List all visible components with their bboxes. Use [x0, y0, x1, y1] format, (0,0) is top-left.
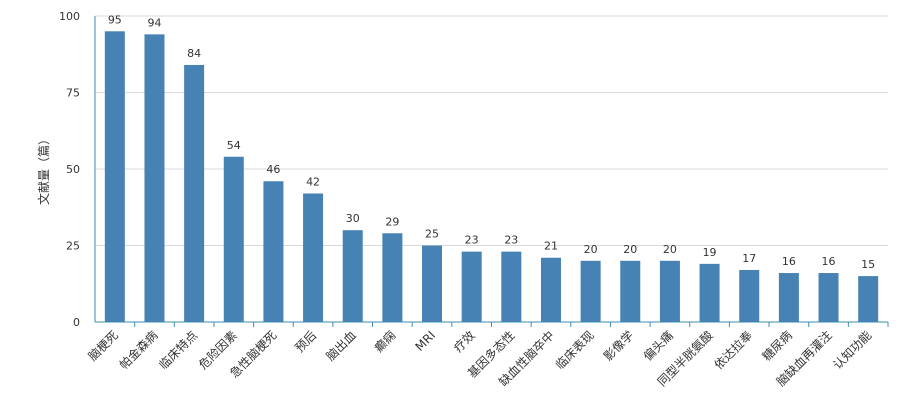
data-label: 20 [623, 243, 637, 256]
x-category-label: 脑出血 [323, 328, 358, 363]
y-tick-label: 50 [66, 163, 80, 176]
x-category-label: 糖尿病 [759, 328, 795, 364]
y-tick-label: 75 [66, 87, 80, 100]
x-category-label: 帕金森病 [116, 328, 161, 373]
data-label: 20 [663, 243, 677, 256]
x-category-label: 癫痫 [371, 328, 399, 356]
x-category-label: 临床表现 [553, 328, 597, 372]
x-category-label: 影像学 [600, 328, 636, 364]
bar[interactable] [540, 257, 561, 322]
bar[interactable] [104, 31, 125, 323]
data-label: 21 [544, 240, 558, 253]
data-label: 30 [346, 212, 360, 225]
bar[interactable] [659, 260, 680, 322]
x-category-label: 脑梗死 [85, 328, 121, 364]
y-tick-label: 0 [73, 316, 80, 329]
data-label: 20 [584, 243, 598, 256]
bar[interactable] [382, 233, 403, 322]
y-tick-label: 100 [59, 10, 80, 23]
bar[interactable] [501, 251, 522, 322]
bar[interactable] [342, 230, 363, 322]
bar[interactable] [184, 64, 205, 323]
bar[interactable] [778, 273, 799, 322]
axes [94, 16, 889, 327]
bar[interactable] [422, 245, 443, 323]
x-category-label: 疗效 [450, 328, 478, 356]
x-category-label: MRI [413, 328, 439, 354]
bar[interactable] [818, 273, 839, 322]
data-label: 15 [861, 258, 875, 271]
gridlines [95, 15, 888, 246]
bars [104, 31, 879, 323]
data-label: 25 [425, 228, 439, 241]
data-label: 16 [782, 255, 796, 268]
bar[interactable] [303, 193, 324, 322]
x-category-label: 预后 [292, 328, 319, 355]
x-category-label: 依达拉奉 [711, 328, 756, 373]
bar[interactable] [699, 263, 720, 322]
data-label: 42 [306, 175, 320, 188]
bar[interactable] [144, 34, 165, 323]
bar[interactable] [858, 276, 879, 322]
bar[interactable] [461, 251, 482, 322]
x-category-label: 认知功能 [830, 328, 874, 372]
bar[interactable] [620, 260, 641, 322]
data-label: 95 [108, 13, 122, 26]
data-label: 84 [187, 47, 201, 60]
x-category-label: 临床特点 [156, 328, 201, 373]
data-label: 16 [822, 255, 836, 268]
data-label: 23 [465, 234, 479, 247]
data-label: 29 [385, 215, 399, 228]
bar[interactable] [263, 181, 284, 322]
bar[interactable] [580, 260, 601, 322]
data-label: 54 [227, 139, 241, 152]
y-tick-label: 25 [66, 240, 80, 253]
data-label: 19 [703, 246, 717, 259]
bar[interactable] [739, 269, 760, 322]
data-label: 23 [504, 234, 518, 247]
y-axis-title: 文献量（篇） [36, 133, 51, 205]
data-label: 94 [147, 16, 161, 29]
data-label: 17 [742, 252, 756, 265]
x-category-label: 偏头痛 [640, 328, 676, 364]
bar[interactable] [223, 156, 244, 322]
data-label: 46 [266, 163, 280, 176]
